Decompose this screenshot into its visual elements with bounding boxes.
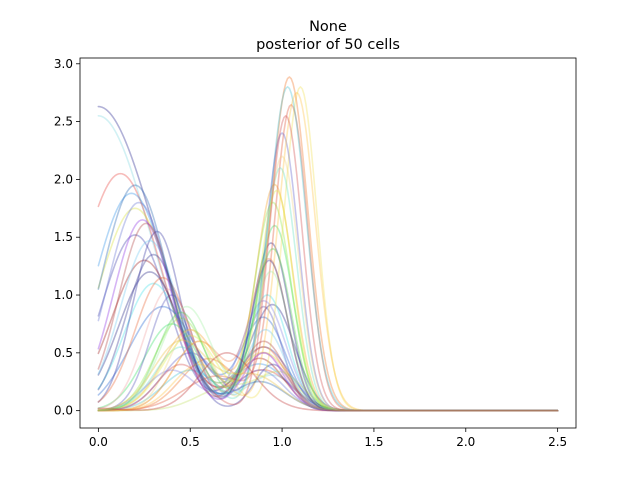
series-line [97,192,559,412]
series-line [97,115,559,412]
series-line [97,299,559,412]
series-line [97,115,559,412]
y-tick-label: 0.5 [54,346,73,360]
y-tick-label: 1.0 [54,288,73,302]
series-line [97,234,559,412]
series-line [97,155,559,412]
series-line [97,86,559,412]
series-line [97,207,559,412]
series-line [97,257,559,412]
y-tick-label: 2.5 [54,115,73,129]
series-line [97,288,559,412]
series-line [97,167,559,412]
series-line [97,76,559,412]
series-line [97,276,559,412]
x-tick-label: 2.5 [548,435,567,449]
series-line [97,183,559,412]
series-line [97,305,559,412]
series-line [97,239,559,412]
series-line [97,224,559,412]
x-tick-label: 2.0 [456,435,475,449]
series-line [97,201,559,412]
series-line [97,189,559,412]
series-curves [97,76,559,412]
series-line [97,103,559,412]
series-line [97,172,559,412]
series-line [97,294,559,412]
series-line [97,184,559,412]
series-line [97,259,559,412]
series-line [97,247,559,412]
chart-title: None [309,19,347,35]
series-line [97,132,559,412]
series-line [97,91,559,412]
series-line [97,222,559,412]
x-tick-label: 0.0 [89,435,108,449]
series-line [97,339,559,412]
series-line [97,105,559,412]
series-line [97,352,559,412]
series-line [97,282,559,412]
series-line [97,201,559,412]
x-tick-label: 1.0 [273,435,292,449]
series-line [97,219,559,412]
series-line [97,86,559,412]
x-tick-label: 0.5 [181,435,200,449]
series-line [97,242,559,412]
series-line [97,270,559,412]
y-axis: 0.0 0.5 1.0 1.5 2.0 2.5 3.0 [54,57,80,418]
series-line [97,230,559,412]
series-line [97,253,559,412]
y-tick-label: 2.0 [54,172,73,186]
plot-frame [79,57,577,429]
x-tick-label: 1.5 [364,435,383,449]
chart-subtitle: posterior of 50 cells [256,37,400,53]
y-tick-label: 1.5 [54,230,73,244]
x-axis: 0.0 0.5 1.0 1.5 2.0 2.5 [89,428,567,449]
y-tick-label: 0.0 [54,404,73,418]
series-line [97,370,559,412]
y-tick-label: 3.0 [54,57,73,71]
